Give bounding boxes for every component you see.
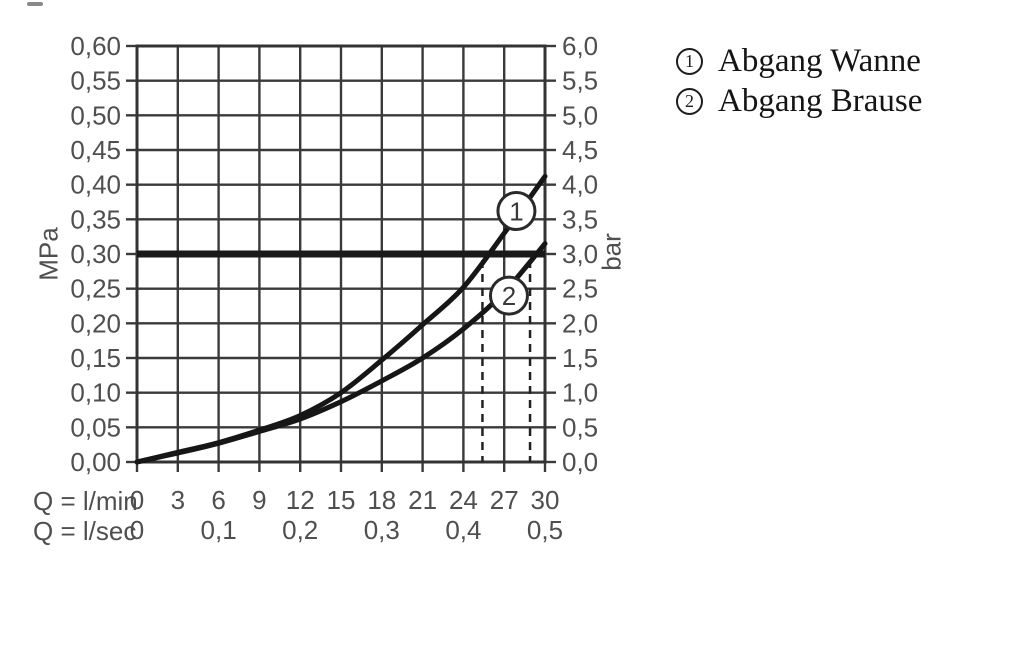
axis-ticks <box>126 44 556 472</box>
bar-tick-label: 6,0 <box>562 31 598 61</box>
bar-tick-label: 2,0 <box>562 308 598 338</box>
bar-tick-label: 1,0 <box>562 378 598 408</box>
legend-label-brause: Abgang Brause <box>718 83 923 119</box>
lmin-tick-label: 21 <box>408 485 437 515</box>
mpa-tick-label: 0,60 <box>70 31 121 61</box>
y-axis-right-tick-labels: 6,0 5,5 5,0 4,5 4,0 3,5 3,0 2,5 2,0 1,5 1,0 0,5 0,0 <box>562 31 598 477</box>
mpa-tick-label: 0,05 <box>70 412 121 442</box>
lmin-tick-label: 15 <box>327 485 356 515</box>
mpa-tick-label: 0,40 <box>70 170 121 200</box>
legend-item-abgang-brause: 2 Abgang Brause <box>676 83 922 120</box>
marker-circle <box>496 191 537 232</box>
dashed-guides <box>481 260 532 462</box>
marker-circle <box>488 275 529 316</box>
bar-tick-label: 0,5 <box>562 412 598 442</box>
bar-tick-label: 4,0 <box>562 170 598 200</box>
bar-tick-label: 0,0 <box>562 447 598 477</box>
scan-artifact-mark <box>27 2 43 6</box>
lsec-tick-label: 0 <box>130 515 144 545</box>
y-axis-unit-mpa: MPa <box>33 227 64 281</box>
lsec-tick-label: 0,2 <box>282 515 318 545</box>
bar-tick-label: 4,5 <box>562 135 598 165</box>
x-axis-lmin-tick-labels: 0 3 6 9 12 15 18 21 24 27 30 <box>130 485 560 515</box>
x-axis-caption-lsec: Q = l/sec <box>33 516 137 546</box>
lmin-tick-label: 0 <box>130 485 144 515</box>
circled-2-icon: 2 <box>676 88 703 115</box>
lmin-tick-label: 24 <box>449 485 478 515</box>
mpa-tick-label: 0,45 <box>70 135 121 165</box>
lsec-tick-label: 0,1 <box>201 515 237 545</box>
curve-marker-2: 2 <box>488 275 529 316</box>
legend-label-wanne: Abgang Wanne <box>718 43 921 79</box>
x-axis-lsec-tick-labels: 0 0,1 0,2 0,3 0,4 0,5 <box>130 515 563 545</box>
mpa-tick-label: 0,50 <box>70 100 121 130</box>
lmin-tick-label: 9 <box>252 485 266 515</box>
mpa-tick-label: 0,15 <box>70 343 121 373</box>
lsec-tick-label: 0,3 <box>364 515 400 545</box>
lsec-tick-label: 0,4 <box>445 515 481 545</box>
mpa-tick-label: 0,30 <box>70 239 121 269</box>
bar-tick-label: 1,5 <box>562 343 598 373</box>
mpa-tick-label: 0,35 <box>70 204 121 234</box>
bar-tick-label: 5,5 <box>562 66 598 96</box>
mpa-tick-label: 0,20 <box>70 308 121 338</box>
curve-2-abgang-brause <box>134 241 548 465</box>
lmin-tick-label: 30 <box>531 485 560 515</box>
lmin-tick-label: 18 <box>367 485 396 515</box>
legend-item-abgang-wanne: 1 Abgang Wanne <box>676 43 922 80</box>
lmin-tick-label: 12 <box>286 485 315 515</box>
x-axis-caption-lmin: Q = l/min <box>33 486 138 516</box>
curve-marker-1: 1 <box>496 191 537 232</box>
mpa-tick-label: 0,10 <box>70 378 121 408</box>
bar-tick-label: 3,5 <box>562 204 598 234</box>
circled-1-icon: 1 <box>676 48 703 75</box>
y-axis-unit-bar: bar <box>596 233 627 271</box>
y-axis-left-tick-labels: 0,60 0,55 0,50 0,45 0,40 0,35 0,30 0,25 0,20 0,15… <box>70 31 121 477</box>
mpa-tick-label: 0,55 <box>70 66 121 96</box>
marker-number: 1 <box>509 197 523 227</box>
bar-tick-label: 3,0 <box>562 239 598 269</box>
bar-tick-label: 2,5 <box>562 274 598 304</box>
mpa-tick-label: 0,25 <box>70 274 121 304</box>
mpa-tick-label: 0,00 <box>70 447 121 477</box>
lsec-tick-label: 0,5 <box>527 515 563 545</box>
lmin-tick-label: 3 <box>171 485 185 515</box>
lmin-tick-label: 27 <box>490 485 519 515</box>
legend: 1 Abgang Wanne 2 Abgang Brause <box>676 43 922 120</box>
lmin-tick-label: 6 <box>211 485 225 515</box>
marker-number: 2 <box>502 281 516 311</box>
bar-tick-label: 5,0 <box>562 100 598 130</box>
